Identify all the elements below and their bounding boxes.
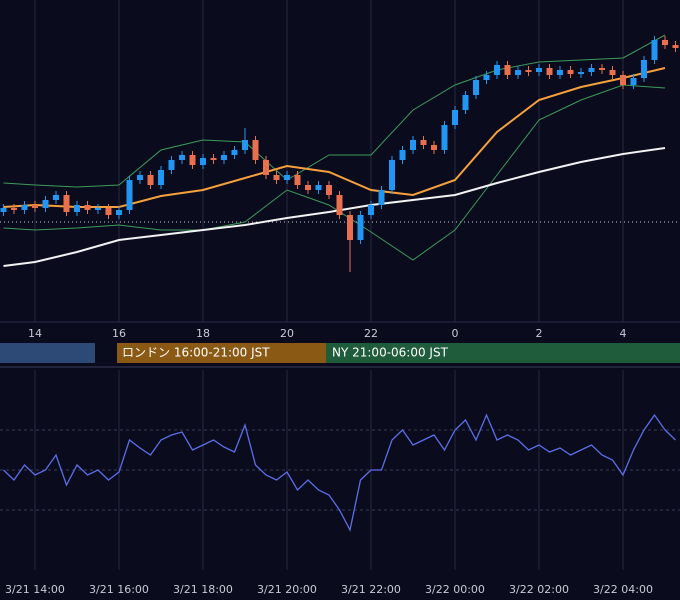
ny-session-bar: [326, 343, 680, 363]
tokyo-session-bar: [0, 343, 95, 363]
x-tick-label: 3/21 22:00: [341, 583, 401, 596]
candle-body: [241, 140, 248, 150]
candle-body: [462, 95, 469, 110]
candle-body: [378, 190, 385, 205]
candle-body: [294, 175, 301, 185]
x-tick-label: 4: [620, 327, 627, 340]
candle-body: [126, 180, 133, 210]
candle-body: [283, 175, 290, 180]
candle-body: [641, 60, 648, 78]
candle-body: [136, 175, 143, 180]
candle-body: [304, 185, 311, 190]
london-session-bar: [117, 343, 326, 363]
candle-body: [546, 68, 553, 75]
candle-body: [336, 195, 343, 215]
x-tick-label: 3/22 02:00: [509, 583, 569, 596]
candle-body: [578, 72, 585, 74]
candle-body: [473, 80, 479, 95]
candle-body: [52, 195, 59, 200]
candle-body: [189, 155, 196, 165]
candle-body: [10, 208, 17, 210]
candle-body: [262, 160, 269, 175]
x-tick-label: 3/22 00:00: [425, 583, 485, 596]
candle-body: [63, 195, 70, 212]
candle-body: [620, 75, 627, 85]
candle-body: [42, 200, 49, 208]
x-tick-label: 3/21 20:00: [257, 583, 317, 596]
candle-body: [252, 140, 259, 160]
candle-body: [21, 205, 28, 210]
candle-body: [220, 155, 227, 160]
x-tick-label: 14: [28, 327, 42, 340]
x-tick-label: 3/22 04:00: [593, 583, 653, 596]
candle-body: [105, 208, 112, 215]
candle-body: [409, 140, 416, 150]
candle-body: [147, 175, 154, 185]
candle-body: [567, 70, 574, 74]
candle-body: [168, 160, 175, 170]
oscillator-line: [3, 413, 676, 532]
candle-body: [430, 145, 437, 150]
candle-body: [31, 205, 38, 208]
x-tick-label: 20: [280, 327, 294, 340]
candle-body: [367, 205, 374, 215]
x-tick-label: 2: [536, 327, 543, 340]
indicator-line: [3, 34, 666, 188]
x-tick-label: 0: [451, 327, 458, 340]
indicator-line: [3, 67, 666, 208]
x-tick-label: 18: [196, 327, 210, 340]
candle-body: [420, 140, 427, 145]
candle-body: [662, 40, 669, 45]
candle-body: [315, 185, 322, 190]
candle-body: [441, 125, 448, 150]
candle-body: [94, 208, 101, 210]
candle-body: [388, 160, 395, 190]
candle-body: [325, 185, 332, 195]
candle-body: [599, 68, 606, 70]
candle-body: [210, 158, 217, 160]
candle-body: [557, 70, 564, 75]
candle-body: [346, 215, 353, 240]
indicator-line: [3, 84, 666, 261]
london-session-label: ロンドン 16:00-21:00 JST: [122, 346, 270, 360]
candle-body: [536, 68, 543, 72]
candle-body: [515, 70, 522, 75]
candle-body: [0, 208, 7, 212]
candle-body: [651, 40, 658, 60]
candle-body: [178, 155, 185, 160]
candle-body: [157, 170, 164, 185]
candle-body: [84, 205, 91, 210]
candle-body: [494, 65, 501, 75]
candle-body: [609, 70, 616, 75]
ny-session-label: NY 21:00-06:00 JST: [332, 346, 449, 360]
candle-body: [273, 175, 280, 180]
x-tick-label: 3/21 14:00: [5, 583, 65, 596]
candle-body: [525, 70, 532, 72]
x-tick-label: 3/21 18:00: [173, 583, 233, 596]
x-tick-label: 22: [364, 327, 378, 340]
candle-body: [231, 150, 238, 155]
candle-body: [357, 215, 364, 240]
candle-body: [73, 205, 80, 212]
candle-body: [199, 158, 206, 165]
x-tick-label: 16: [112, 327, 126, 340]
candle-body: [399, 150, 406, 160]
candle-body: [451, 110, 458, 125]
candle-body: [504, 65, 511, 75]
indicator-line: [3, 147, 666, 267]
x-tick-label: 3/21 16:00: [89, 583, 149, 596]
candle-body: [630, 78, 637, 85]
candle-body: [672, 45, 679, 48]
candle-body: [115, 210, 122, 215]
candle-body: [483, 75, 490, 80]
candle-body: [588, 68, 595, 72]
